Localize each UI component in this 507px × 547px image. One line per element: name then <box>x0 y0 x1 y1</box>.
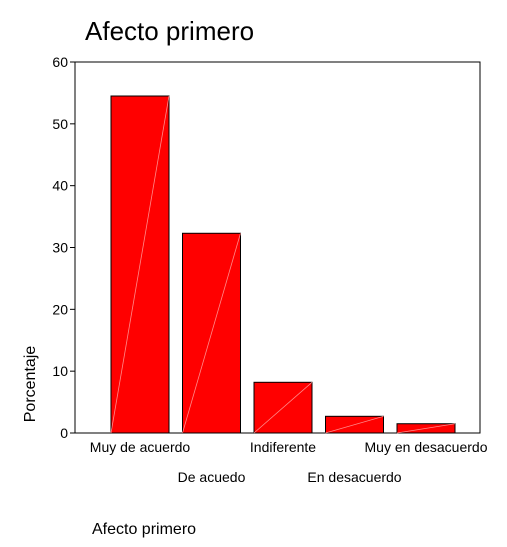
y-tick-label: 20 <box>52 301 68 317</box>
y-axis: 0 10 20 30 40 50 60 <box>52 54 75 441</box>
x-category-label: Indiferente <box>250 439 316 455</box>
x-category-label: Muy en desacuerdo <box>365 439 488 455</box>
y-tick-label: 30 <box>52 240 68 256</box>
x-category-label: En desacuerdo <box>307 469 401 485</box>
bar-render-artifact-line <box>396 423 456 434</box>
chart-title: Afecto primero <box>85 16 254 46</box>
bar-render-artifact-line <box>253 381 313 434</box>
x-category-label: Muy de acuerdo <box>90 439 191 455</box>
bar-render-artifact-line <box>182 233 241 434</box>
bar-render-artifact-line <box>325 415 384 434</box>
y-tick-label: 0 <box>60 425 68 441</box>
bar-render-artifact-line <box>110 95 170 434</box>
y-tick-label: 60 <box>52 54 68 70</box>
y-tick-label: 10 <box>52 363 68 379</box>
x-axis-title: Afecto primero <box>92 521 196 538</box>
x-category-label: De acuedo <box>178 469 246 485</box>
bar-series <box>110 95 456 434</box>
y-tick-label: 40 <box>52 178 68 194</box>
y-tick-label: 50 <box>52 116 68 132</box>
y-axis-title: Porcentaje <box>22 346 39 423</box>
